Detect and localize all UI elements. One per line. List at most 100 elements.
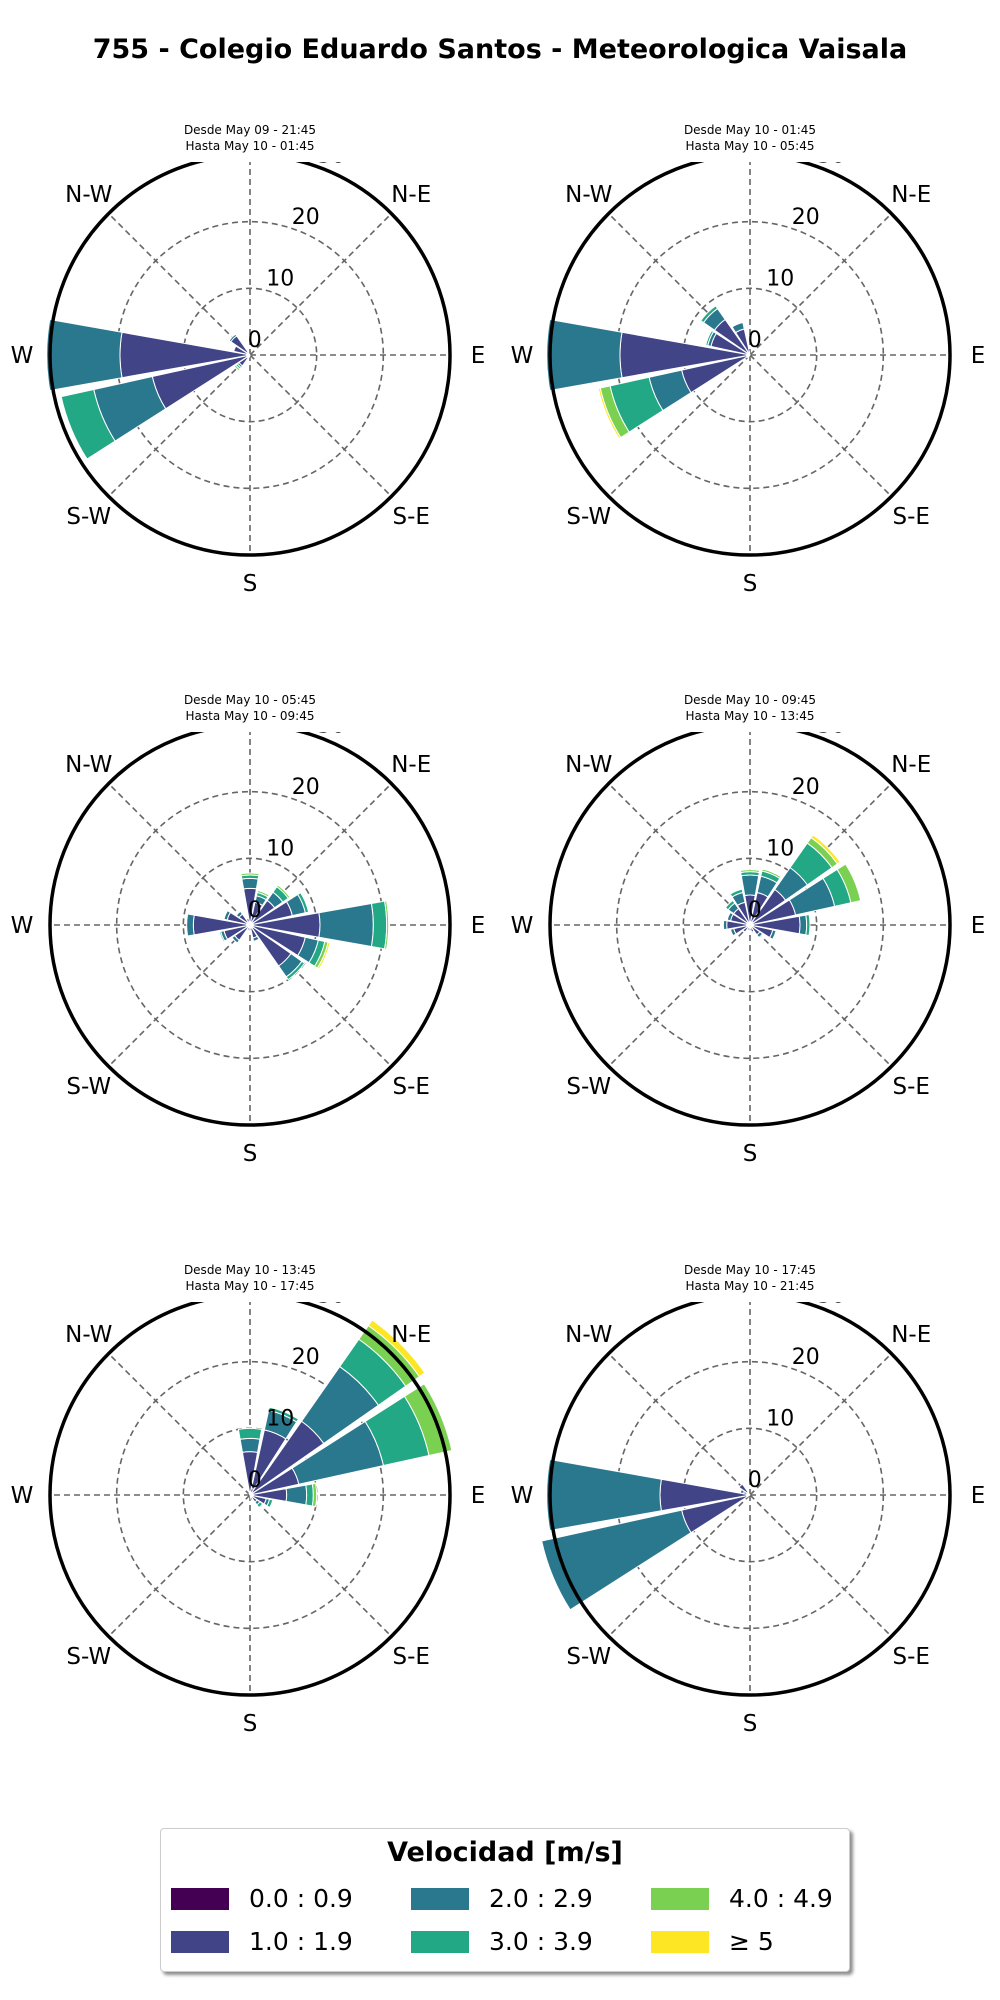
grid-spoke (608, 783, 751, 926)
direction-label: S-W (66, 1074, 111, 1100)
windrose-bar-NE-4 (276, 884, 291, 899)
windrose-bar-E-4 (311, 1482, 318, 1508)
windrose-bar-SSE-2 (252, 935, 260, 942)
windrose-panel-5: Desde May 10 - 13:45 Hasta May 10 - 17:4… (0, 1262, 500, 1842)
direction-label: S-E (393, 504, 430, 530)
grid-spoke (608, 924, 751, 1067)
legend-label: 2.0 : 2.9 (489, 1884, 593, 1913)
rtick-label: 10 (266, 267, 294, 292)
windrose-bar-N-2 (740, 874, 760, 897)
windrose-bar-WSW-2 (729, 927, 737, 937)
windrose-panel-4: Desde May 10 - 09:45 Hasta May 10 - 13:4… (500, 692, 1000, 1272)
grid-spoke (749, 1494, 892, 1637)
windrose-bar-SW-4 (233, 364, 241, 372)
panel-title: Desde May 10 - 01:45 Hasta May 10 - 05:4… (683, 123, 817, 153)
grid-circle (682, 1427, 818, 1563)
windrose-bar-E-3 (370, 900, 388, 950)
panel-title: Desde May 10 - 13:45 Hasta May 10 - 17:4… (183, 1263, 317, 1293)
legend-label: ≥ 5 (729, 1927, 774, 1956)
windrose-panel-1: Desde May 09 - 21:45 Hasta May 10 - 01:4… (0, 122, 500, 702)
windrose-bar-NNW-3 (729, 888, 744, 898)
grid-spoke (749, 1353, 892, 1496)
windrose-bar-E-3 (805, 913, 811, 937)
direction-label: S-E (893, 504, 930, 530)
legend-title: Velocidad [m/s] (387, 1837, 623, 1868)
windrose-chart: 0102030NN-EES-ESS-WWN-W (11, 732, 485, 1167)
direction-label: E (971, 913, 986, 939)
windrose-bar-NW-1 (738, 1483, 749, 1494)
grid-spoke (749, 924, 892, 1067)
rtick-label: 0 (248, 1468, 262, 1493)
direction-label: S-W (566, 504, 611, 530)
direction-label: S (243, 1711, 258, 1737)
panel-title: Desde May 10 - 09:45 Hasta May 10 - 13:4… (683, 693, 817, 723)
polar-frame (548, 1302, 952, 1697)
windrose-bar-N-3 (237, 1427, 263, 1440)
windrose-bar-SSE-1 (749, 925, 755, 933)
windrose-bar-SSE-1 (249, 1495, 254, 1501)
polar-frame (48, 1302, 452, 1697)
rtick-label: 20 (792, 1345, 820, 1370)
direction-label: E (471, 343, 486, 369)
direction-label: S-E (893, 1074, 930, 1100)
direction-label: S-W (66, 1644, 111, 1670)
legend-label: 3.0 : 3.9 (489, 1927, 593, 1956)
windrose-bar-N-2 (241, 877, 259, 890)
windrose-bar-SE-2 (756, 931, 764, 939)
rtick-label: 30 (817, 1302, 845, 1308)
polar-frame (48, 162, 452, 557)
windrose-panel-2: Desde May 10 - 01:45 Hasta May 10 - 05:4… (500, 122, 1000, 702)
grid-spoke (749, 354, 892, 497)
rtick-label: 0 (748, 1468, 762, 1493)
windrose-chart: 0102030NN-EES-ESS-WWN-W (511, 162, 985, 597)
direction-label: N-E (891, 182, 931, 208)
rtick-label: 10 (266, 837, 294, 862)
rtick-label: 10 (266, 1407, 294, 1432)
panel-title: Desde May 10 - 05:45 Hasta May 10 - 09:4… (183, 693, 317, 723)
direction-label: N-E (391, 182, 431, 208)
legend: Velocidad [m/s] 0.0 : 0.9 1.0 : 1.9 2.0 … (160, 1828, 850, 1972)
polar-frame (548, 162, 952, 557)
direction-label: E (471, 1483, 486, 1509)
windrose-bar-N-2 (239, 1437, 261, 1453)
rtick-label: 20 (292, 1345, 320, 1370)
grid-spoke (108, 1494, 251, 1637)
direction-label: N-W (65, 1322, 112, 1348)
windrose-bar-NNW-0 (248, 1492, 251, 1496)
windrose-bar-W-2 (546, 1458, 662, 1532)
rtick-label: 10 (766, 267, 794, 292)
windrose-bar-WSW-3 (218, 930, 226, 943)
direction-label: E (971, 1483, 986, 1509)
rtick-label: 30 (817, 162, 845, 168)
windrose-bar-NE-5 (367, 1319, 426, 1378)
direction-label: S (743, 1711, 758, 1737)
windrose-bar-WNW-2 (223, 909, 232, 921)
direction-label: N-E (891, 1322, 931, 1348)
windrose-bar-W-2 (46, 318, 123, 392)
windrose-bar-ENE-3 (297, 892, 310, 914)
rtick-label: 10 (766, 837, 794, 862)
windrose-bar-W-2 (186, 913, 195, 937)
polar-frame (548, 732, 952, 1127)
windrose-bar-E-2 (285, 1484, 308, 1506)
windrose-bar-NNW-2 (731, 321, 745, 334)
windrose-bar-NW-3 (724, 899, 736, 911)
grid-spoke (608, 1353, 751, 1496)
grid-spoke (249, 213, 392, 356)
grid-spoke (249, 354, 392, 497)
windrose-bar-N-4 (240, 872, 260, 877)
grid-spoke (108, 213, 251, 356)
windrose-bar-WNW-2 (726, 911, 734, 922)
grid-spoke (108, 783, 251, 926)
windrose-bar-NNE-3 (268, 1406, 300, 1423)
direction-label: N-W (65, 752, 112, 778)
windrose-bar-WSW-5 (597, 387, 622, 440)
panel-title: Desde May 09 - 21:45 Hasta May 10 - 01:4… (183, 123, 317, 153)
windrose-bar-WNW-3 (705, 329, 715, 347)
direction-label: S-E (393, 1644, 430, 1670)
direction-label: W (11, 1483, 34, 1509)
grid-spoke (608, 354, 751, 497)
direction-label: W (511, 343, 534, 369)
rtick-label: 0 (748, 328, 762, 353)
